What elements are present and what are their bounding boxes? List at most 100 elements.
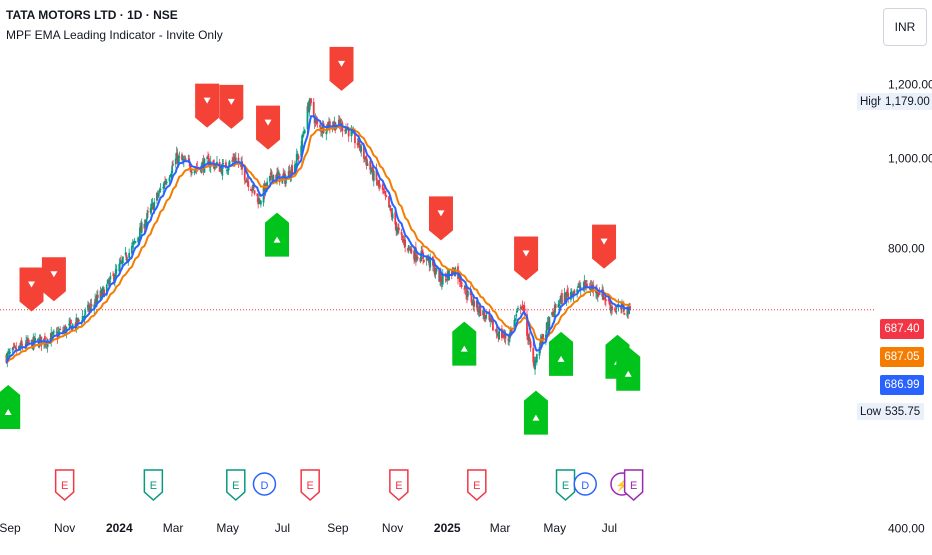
candle-body	[504, 334, 507, 339]
candle-body	[306, 106, 309, 130]
candle-body	[552, 311, 554, 313]
candle-body	[416, 256, 419, 259]
x-tick-label: May	[216, 521, 239, 535]
candle-body	[11, 347, 14, 351]
candle-body	[158, 189, 161, 193]
candle-body	[172, 164, 174, 166]
candle-body	[414, 247, 417, 260]
candle-body	[128, 252, 131, 258]
candle-body	[576, 289, 579, 293]
candle-body	[365, 157, 368, 166]
candle-body	[498, 330, 501, 340]
candle-body	[277, 171, 280, 176]
candle-body	[391, 213, 394, 219]
candle-body	[207, 156, 209, 159]
candle-body	[490, 317, 493, 322]
candle-body	[516, 310, 519, 313]
candle-body	[535, 361, 537, 363]
candle-body	[83, 315, 86, 319]
candle-body	[515, 314, 518, 317]
candle-body	[137, 237, 140, 242]
candle-body	[604, 296, 606, 300]
earnings-event-icon	[555, 469, 576, 502]
candle-body	[397, 227, 400, 231]
x-tick-label: Sep	[327, 521, 349, 535]
candle-body	[156, 193, 158, 201]
candle-body	[477, 312, 480, 314]
candle-body	[389, 205, 391, 208]
candle-body	[358, 140, 361, 149]
candle-body	[193, 170, 196, 174]
candle-body	[529, 341, 532, 348]
candle-body	[554, 304, 557, 309]
candle-body	[294, 164, 296, 175]
x-tick-label: Jul	[602, 521, 617, 535]
candle-body	[614, 310, 617, 312]
candle-body	[496, 334, 499, 336]
sell-signal-marker	[41, 257, 66, 302]
candle-body	[190, 172, 193, 174]
candle-body	[577, 286, 579, 288]
candle-body	[345, 127, 347, 134]
candle-body	[168, 177, 171, 182]
candle-body	[381, 184, 384, 191]
candle-body	[570, 291, 573, 293]
candle-body	[221, 164, 224, 176]
candle-body	[276, 172, 278, 180]
indicator-name[interactable]: MPF EMA Leading Indicator - Invite Only	[6, 28, 223, 42]
candle-body	[303, 130, 306, 134]
candle-body	[551, 312, 553, 316]
buy-signal-marker	[549, 331, 574, 376]
candle-body	[521, 305, 524, 308]
buy-arrow-icon	[4, 408, 12, 415]
candle-body	[170, 173, 173, 177]
candle-body	[507, 339, 510, 341]
candle-body	[464, 285, 467, 289]
buy-arrow-icon	[460, 345, 468, 352]
candle-body	[109, 275, 112, 280]
candle-body	[184, 158, 187, 162]
candle-body	[402, 239, 405, 242]
candle-body	[118, 263, 121, 272]
candle-body	[410, 248, 413, 253]
candle-body	[84, 310, 87, 315]
candle-body	[310, 98, 312, 104]
x-tick-label: Jul	[275, 521, 290, 535]
x-tick-label: Mar	[490, 521, 511, 535]
candle-body	[151, 202, 154, 205]
candle-body	[421, 250, 424, 254]
candle-body	[251, 190, 253, 192]
candle-body	[548, 316, 551, 329]
candle-body	[52, 331, 54, 335]
candle-body	[297, 155, 300, 159]
candle-body	[13, 344, 16, 347]
candle-body	[429, 257, 432, 268]
candle-body	[363, 145, 365, 159]
candle-body	[316, 120, 319, 124]
buy-arrow-icon	[624, 370, 632, 377]
candle-body	[400, 231, 403, 235]
candle-body	[567, 292, 570, 298]
event-label: D	[260, 480, 268, 492]
candle-body	[145, 219, 148, 226]
low-value: 535.75	[881, 403, 925, 420]
ema-fast-price-tag: 686.99	[880, 375, 924, 395]
candle-body	[96, 294, 99, 299]
earnings-event-icon	[226, 469, 246, 502]
candle-body	[27, 340, 30, 344]
candle-body	[285, 178, 287, 184]
candle-body	[130, 246, 133, 254]
candle-body	[561, 293, 563, 305]
candle-body	[598, 292, 601, 296]
candle-body	[322, 123, 325, 133]
currency-selector[interactable]: INR	[883, 8, 927, 46]
candle-body	[12, 346, 15, 348]
candle-body	[479, 305, 482, 317]
candle-body	[108, 279, 111, 285]
earnings-event-icon	[623, 469, 644, 502]
candle-body	[457, 266, 459, 279]
candle-body	[177, 156, 180, 164]
candle-body	[268, 175, 271, 182]
